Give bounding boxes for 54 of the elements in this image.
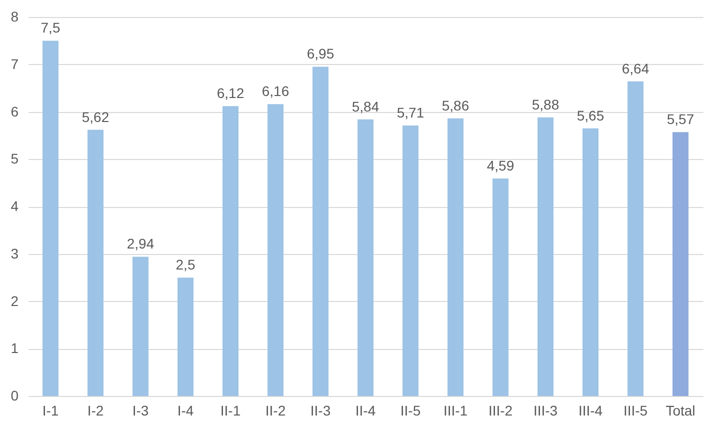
x-tick-label: III-2 (488, 402, 513, 418)
bar (222, 106, 238, 396)
bar (402, 125, 418, 396)
data-label: 5,65 (576, 107, 604, 124)
data-label: 6,64 (622, 60, 650, 76)
x-tick-label: III-1 (443, 402, 468, 418)
x-tick-label: I-3 (132, 402, 149, 418)
bar (448, 118, 464, 396)
data-label: 2,94 (126, 236, 154, 252)
bar (132, 256, 148, 396)
bar (88, 130, 104, 396)
x-tick-label: III-4 (578, 402, 603, 418)
x-tick-label: Total (666, 402, 696, 418)
y-tick-label: 0 (10, 388, 19, 404)
data-label: 5,62 (82, 108, 110, 125)
y-tick-label: 8 (10, 8, 19, 24)
y-tick-label: 3 (10, 245, 19, 262)
x-tick-label: I-4 (177, 402, 194, 418)
data-label: 7,5 (40, 20, 60, 36)
x-tick-label: III-5 (623, 402, 648, 418)
data-label: 5,88 (532, 96, 560, 112)
x-tick-label: II-1 (220, 402, 241, 418)
data-label: 5,86 (442, 97, 470, 114)
y-tick-label: 1 (10, 340, 19, 356)
y-tick-label: 5 (10, 150, 19, 167)
data-label: 5,71 (396, 104, 424, 120)
x-tick-label: I-2 (87, 402, 104, 418)
bar (628, 81, 644, 396)
x-tick-label: III-3 (533, 402, 558, 418)
data-label: 6,16 (262, 83, 290, 100)
x-tick-label: II-4 (355, 402, 376, 418)
data-label: 5,57 (666, 111, 694, 128)
y-tick-label: 2 (10, 292, 19, 309)
bar (312, 66, 328, 396)
x-tick-label: I-1 (42, 402, 59, 418)
bar (492, 178, 508, 396)
bar (672, 132, 688, 396)
data-label: 6,12 (216, 85, 244, 102)
x-tick-label: II-2 (265, 402, 286, 418)
bar (538, 117, 554, 396)
data-label: 2,5 (176, 256, 196, 273)
data-label: 4,59 (486, 158, 514, 174)
data-label: 5,84 (352, 98, 380, 114)
y-tick-label: 4 (10, 198, 19, 214)
bar (582, 128, 598, 396)
x-tick-label: II-3 (310, 402, 331, 418)
data-label: 6,95 (306, 46, 334, 62)
y-tick-label: 7 (10, 56, 19, 72)
bar (178, 278, 194, 396)
bar (268, 104, 284, 396)
bar (358, 119, 374, 396)
x-tick-label: II-5 (400, 402, 421, 418)
y-tick-label: 6 (10, 103, 19, 120)
bar (42, 40, 58, 396)
